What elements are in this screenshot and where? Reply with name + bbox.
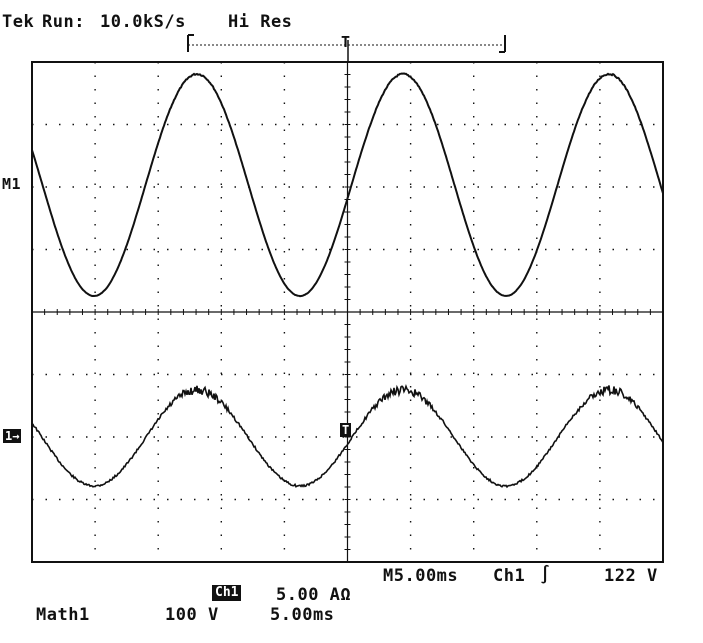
ch1-waveform [31, 383, 664, 489]
acquisition-mode-label: Hi Res [228, 12, 293, 32]
math-scale-readout: 100 V [165, 605, 219, 625]
ch1-reference-marker: 1→ [3, 429, 22, 443]
math-label: Math1 [36, 605, 90, 625]
math-reference-marker: M1 [2, 175, 22, 193]
timebase-readout: M5.00ms [383, 566, 459, 586]
trigger-level-marker: T [340, 423, 352, 437]
math1-waveform [31, 72, 664, 298]
sample-rate-label: 10.0kS/s [100, 12, 186, 32]
brand-label: Tek [2, 12, 35, 32]
ch1-scale-readout: 5.00 AΩ [276, 585, 352, 605]
trigger-slope-icon: ∫ [540, 565, 551, 585]
ch1-channel-badge: Ch1 [212, 585, 242, 601]
run-state-label: Run: [42, 12, 85, 32]
trigger-source-readout: Ch1 [493, 566, 526, 586]
math-time-readout: 5.00ms [270, 605, 335, 625]
trigger-position-marker: T [341, 33, 351, 51]
trigger-position-bracket [187, 34, 506, 62]
trigger-level-readout: 122 V [604, 566, 658, 586]
